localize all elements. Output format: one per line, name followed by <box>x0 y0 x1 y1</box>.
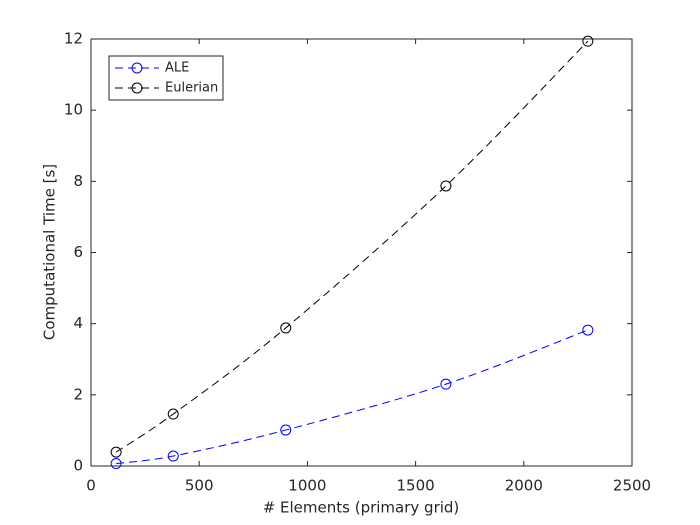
legend-marker <box>131 62 143 74</box>
x-tick-label: 1000 <box>288 477 326 495</box>
x-tick-label: 2500 <box>613 477 651 495</box>
axes-box <box>90 38 633 467</box>
y-tick-label: 4 <box>73 314 83 332</box>
legend-marker <box>131 82 143 94</box>
y-tick-label: 0 <box>73 457 83 475</box>
x-tick-label: 500 <box>185 477 214 495</box>
data-point <box>167 450 179 462</box>
legend-label: Eulerian <box>165 81 218 96</box>
series-line <box>116 329 589 465</box>
data-point <box>280 424 292 436</box>
y-tick-label: 12 <box>64 30 83 48</box>
x-axis-label: # Elements (primary grid) <box>263 499 460 517</box>
data-point <box>440 180 452 192</box>
y-axis-label: Computational Time [s] <box>41 164 59 340</box>
data-point <box>582 35 594 47</box>
y-tick-label: 10 <box>64 101 83 119</box>
x-tick-label: 1500 <box>397 477 435 495</box>
legend-label: ALE <box>165 61 189 76</box>
y-tick-label: 6 <box>73 243 83 261</box>
data-point <box>167 408 179 420</box>
x-tick-label: 2000 <box>505 477 543 495</box>
y-tick-label: 2 <box>73 385 83 403</box>
data-point <box>110 458 122 470</box>
data-point <box>582 324 594 336</box>
legend: ALE Eulerian <box>108 55 224 101</box>
y-tick-label: 8 <box>73 172 83 190</box>
x-tick-label: 0 <box>86 477 96 495</box>
data-point <box>440 378 452 390</box>
data-point <box>110 446 122 458</box>
series-line <box>115 40 589 453</box>
data-point <box>280 322 292 334</box>
legend-box <box>108 55 224 101</box>
